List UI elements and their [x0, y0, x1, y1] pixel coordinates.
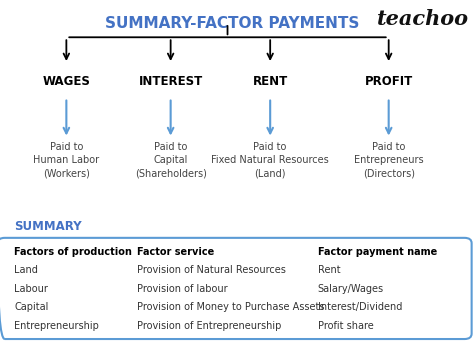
Text: Paid to
Human Labor
(Workers): Paid to Human Labor (Workers) [33, 142, 100, 179]
Text: INTEREST: INTEREST [138, 75, 203, 88]
Text: Provision of Entrepreneurship: Provision of Entrepreneurship [137, 321, 282, 331]
Text: Provision of labour: Provision of labour [137, 284, 228, 294]
Text: Interest/Dividend: Interest/Dividend [318, 302, 402, 312]
Text: Provision of Natural Resources: Provision of Natural Resources [137, 265, 286, 275]
Text: Rent: Rent [318, 265, 340, 275]
Text: Factors of production: Factors of production [14, 247, 132, 257]
Text: SUMMARY-FACTOR PAYMENTS: SUMMARY-FACTOR PAYMENTS [105, 16, 359, 31]
Text: Provision of Money to Purchase Assets: Provision of Money to Purchase Assets [137, 302, 325, 312]
Text: Paid to
Fixed Natural Resources
(Land): Paid to Fixed Natural Resources (Land) [211, 142, 329, 179]
Text: Capital: Capital [14, 302, 49, 312]
Text: SUMMARY: SUMMARY [14, 219, 82, 233]
Text: Entrepreneurship: Entrepreneurship [14, 321, 99, 331]
Text: PROFIT: PROFIT [365, 75, 413, 88]
Text: Factor payment name: Factor payment name [318, 247, 437, 257]
Text: RENT: RENT [253, 75, 288, 88]
Text: WAGES: WAGES [42, 75, 91, 88]
Text: teachoo: teachoo [377, 9, 469, 29]
Text: Land: Land [14, 265, 38, 275]
Text: Paid to
Capital
(Shareholders): Paid to Capital (Shareholders) [135, 142, 207, 179]
Text: Salary/Wages: Salary/Wages [318, 284, 384, 294]
Text: Paid to
Entrepreneurs
(Directors): Paid to Entrepreneurs (Directors) [354, 142, 423, 179]
Text: Profit share: Profit share [318, 321, 374, 331]
Text: Factor service: Factor service [137, 247, 215, 257]
Text: Labour: Labour [14, 284, 48, 294]
